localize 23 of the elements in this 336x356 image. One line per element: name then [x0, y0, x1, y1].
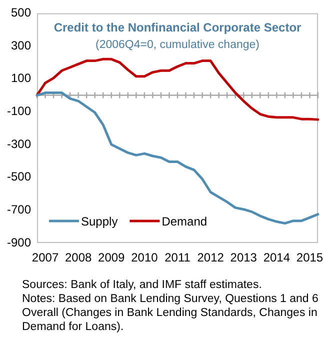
text: Notes: Based on Bank Lending Survey, Questions 1 and 6 Overall (Changes in Bank Lending Standards, Changes in Demand for Loans).	[22, 292, 320, 334]
x-tick-label: 2007	[32, 250, 59, 265]
x-tick-label: 2008	[64, 250, 92, 265]
y-tick-label: -700	[6, 202, 32, 216]
y-tick-label: -900	[6, 235, 32, 250]
y-tick-label: 500	[10, 6, 32, 20]
text: Credit to the Nonfinancial Corporate Sector	[54, 20, 302, 35]
y-tick-label: -500	[6, 170, 32, 184]
y-tick-label: 300	[10, 38, 32, 52]
x-tick-label: 2015	[296, 250, 324, 265]
legend-label: Supply	[81, 214, 118, 228]
x-tick-label: 2014	[263, 250, 290, 265]
text: (2006Q4=0, cumulative change)	[96, 39, 260, 52]
y-tick-label: -300	[6, 136, 32, 151]
x-tick-label: 2013	[230, 250, 258, 265]
y-tick-label: -100	[6, 104, 32, 118]
y-tick-label: 100	[10, 71, 32, 86]
x-tick-label: 2012	[197, 250, 224, 265]
x-tick-label: 2009	[98, 250, 126, 265]
x-tick-label: 2010	[131, 250, 158, 265]
source-note: Sources: Bank of Italy, and IMF staff estimates.	[22, 278, 263, 292]
x-tick-label: 2011	[164, 250, 191, 265]
legend-label: Demand	[162, 214, 208, 228]
